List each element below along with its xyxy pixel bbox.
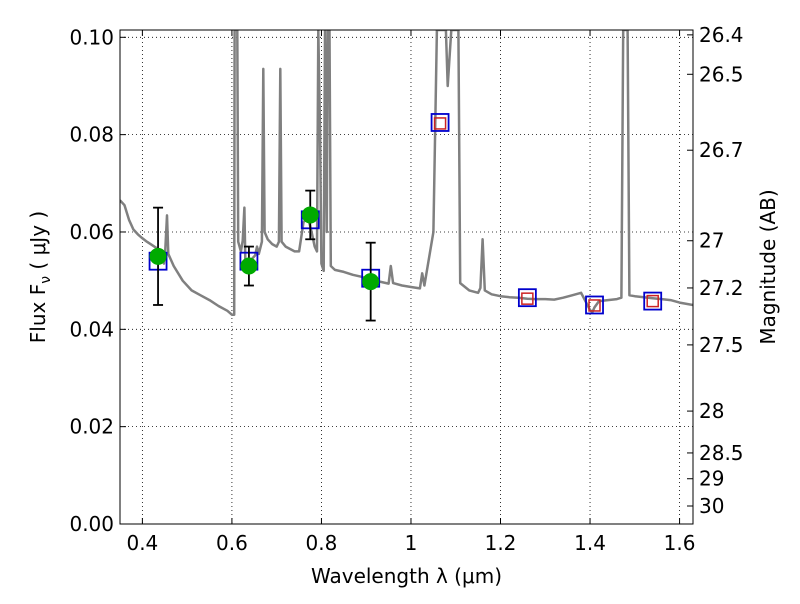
x-tick-label: 1	[405, 531, 418, 555]
observed-photometry-point	[301, 206, 319, 224]
y2-tick-label: 28	[699, 399, 724, 423]
y2-tick-label: 27.2	[699, 276, 744, 300]
model-photometry-square	[585, 295, 604, 315]
x-tick-label: 0.8	[306, 531, 338, 555]
y2-tick-label: 27	[699, 229, 724, 253]
y2-tick-label: 26.4	[699, 23, 744, 47]
plot-frame	[119, 29, 694, 525]
y2-tick-label: 26.5	[699, 62, 744, 86]
x-tick-label: 0.6	[216, 531, 248, 555]
observed-photometry-point	[240, 257, 258, 275]
plot-layer	[120, 30, 693, 322]
observed-photometry-point	[362, 273, 380, 291]
tick-layer: 0.4 0.6 0.8 1 1.2 1.4 1.6 0.00 0.02 0.04 0.06 0.08 0…	[69, 23, 743, 555]
y-tick-label: 0.00	[69, 512, 114, 536]
y-tick-label: 0.04	[69, 317, 114, 341]
spectrum-line	[120, 30, 693, 316]
model-photometry-square	[643, 291, 663, 311]
x-tick-label: 1.4	[574, 531, 606, 555]
observed-band-square	[588, 299, 601, 312]
observed-band-square	[433, 117, 447, 130]
y2-tick-label: 27.5	[699, 333, 744, 357]
y-tick-label: 0.10	[69, 25, 114, 49]
y2-tick-label: 28.5	[699, 441, 744, 465]
y2-tick-label: 29	[699, 467, 724, 491]
y2-axis-title: Magnitude (AB)	[756, 189, 780, 344]
x-tick-label: 1.6	[664, 531, 696, 555]
x-axis-title: Wavelength λ (μm)	[311, 564, 502, 588]
y-tick-label: 0.02	[69, 415, 114, 439]
x-tick-label: 0.4	[126, 531, 158, 555]
y2-tick-label: 30	[699, 494, 724, 518]
y-tick-label: 0.06	[69, 220, 114, 244]
observed-photometry-point	[149, 247, 167, 265]
y2-tick-label: 26.7	[699, 138, 744, 162]
observed-band-square	[646, 294, 659, 308]
model-photometry-square	[430, 113, 450, 132]
y-tick-label: 0.08	[69, 123, 114, 147]
model-photometry-square	[517, 288, 537, 308]
x-tick-label: 1.2	[485, 531, 517, 555]
y-axis-title: Flux Fν ( μJy )	[26, 211, 54, 343]
grid-layer	[120, 30, 693, 525]
observed-band-square	[521, 292, 534, 305]
